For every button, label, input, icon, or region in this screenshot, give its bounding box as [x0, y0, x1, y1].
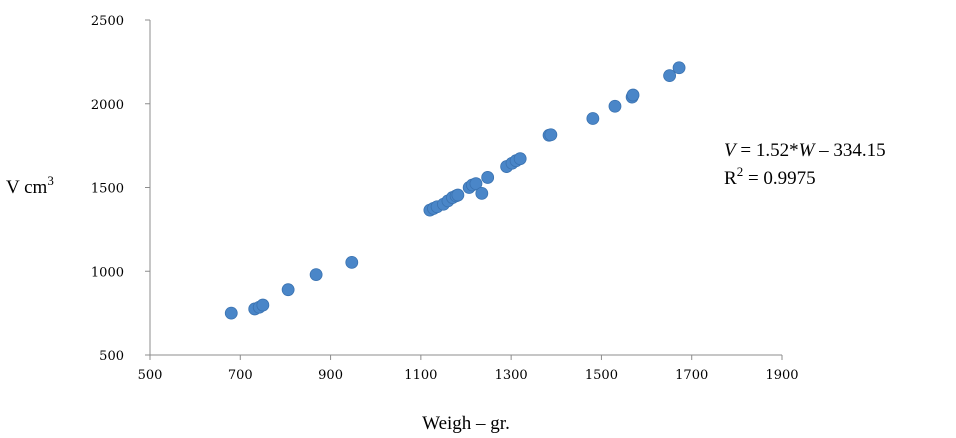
scatter-point [225, 307, 237, 319]
scatter-point [482, 171, 494, 183]
x-ticks: 500 700 900 1100 1300 1500 1700 1900 [138, 355, 799, 383]
x-tick-label: 700 [228, 368, 253, 383]
y-tick-label: 500 [99, 349, 124, 364]
y-tick-label: 2000 [91, 98, 124, 113]
scatter-point [476, 187, 488, 199]
regression-equation: V = 1.52*W – 334.15 [724, 140, 886, 161]
y-tick-label: 1500 [91, 182, 124, 197]
x-tick-label: 1100 [404, 368, 437, 383]
x-tick-label: 1500 [585, 368, 618, 383]
scatter-point [282, 284, 294, 296]
scatter-point [673, 62, 685, 74]
x-tick-label: 1300 [495, 368, 528, 383]
y-axis-title-base: V cm [6, 177, 48, 198]
y-tick-label: 1000 [91, 265, 124, 280]
y-ticks: 500 1000 1500 2000 2500 [91, 14, 150, 364]
scatter-point [545, 129, 557, 141]
data-points [225, 62, 685, 319]
scatter-point [587, 112, 599, 124]
scatter-point [514, 153, 526, 165]
r-squared-base: R [724, 168, 737, 189]
x-tick-label: 500 [138, 368, 163, 383]
x-tick-label: 1700 [675, 368, 708, 383]
y-axis-title: V cm3 [6, 173, 54, 198]
r-squared-value: = 0.9975 [743, 168, 815, 189]
x-axis-title: Weigh – gr. [422, 413, 510, 434]
equation-rest: – 334.15 [814, 140, 885, 161]
scatter-point [346, 256, 358, 268]
regression-annotation: V = 1.52*W – 334.15 R2 = 0.9975 [724, 140, 886, 189]
scatter-point [609, 100, 621, 112]
equation-middle: = 1.52* [736, 140, 799, 161]
x-tick-label: 1900 [765, 368, 798, 383]
scatter-point [627, 89, 639, 101]
y-axis-title-superscript: 3 [47, 173, 54, 188]
y-tick-label: 2500 [91, 14, 124, 29]
scatter-point [664, 70, 676, 82]
scatter-point [257, 299, 269, 311]
scatter-point [452, 189, 464, 201]
r-squared-label: R2 = 0.9975 [724, 164, 816, 189]
scatter-point [310, 269, 322, 281]
x-tick-label: 900 [318, 368, 343, 383]
